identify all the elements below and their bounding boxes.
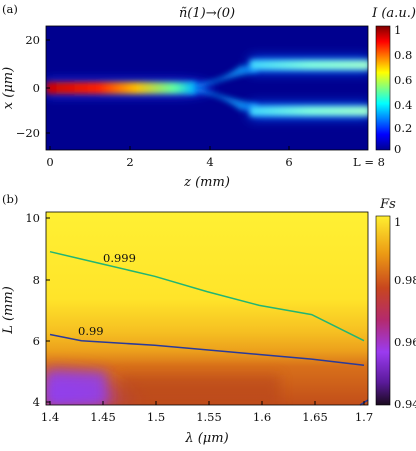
panel-b-heatmap <box>46 212 368 405</box>
a-colorbar-label: I (a.u.) <box>371 6 416 21</box>
a-xtick-4: 4 <box>206 155 213 169</box>
contour-label-099: 0.99 <box>78 324 104 338</box>
b-ytick-4: 4 <box>33 395 40 409</box>
a-xtick-0: 0 <box>46 155 53 169</box>
panel-a-title: ñ(1)→(0) <box>179 6 235 21</box>
b-xtick-140: 1.4 <box>41 410 59 424</box>
contour-line-0999 <box>49 250 365 342</box>
contour-label-0999: 0.999 <box>103 251 136 265</box>
b-ytick-8: 8 <box>33 273 40 287</box>
panel-a-x-axis: 0 2 4 6 L = 8 z (mm) <box>46 146 385 190</box>
a-cbar-tick-02: 0.2 <box>394 121 412 135</box>
b-ytick-10: 10 <box>25 211 40 225</box>
b-xtick-145: 1.45 <box>90 410 116 424</box>
b-xtick-155: 1.55 <box>196 410 222 424</box>
b-xtick-170: 1.7 <box>355 410 373 424</box>
panel-a-y-axis: 20 0 −20 x (μm) <box>1 33 50 140</box>
b-cbar-tick-1: 1 <box>394 215 401 229</box>
a-xtick-2: 2 <box>126 155 133 169</box>
panel-b-label: (b) <box>2 192 18 206</box>
a-ytick-20: 20 <box>25 33 40 47</box>
b-cbar-tick-098: 0.98 <box>394 273 416 287</box>
b-xtick-165: 1.65 <box>302 410 328 424</box>
a-ytick-0: 0 <box>33 81 40 95</box>
a-cbar-tick-0: 0 <box>394 142 401 156</box>
b-colorbar-label: Fs <box>379 197 396 212</box>
b-cbar-tick-094: 0.94 <box>394 397 416 411</box>
a-xlabel: z (mm) <box>183 175 230 190</box>
b-ylabel: L (mm) <box>1 286 16 335</box>
panel-b-x-axis: 1.4 1.45 1.5 1.55 1.6 1.65 1.7 λ (μm) <box>41 401 373 446</box>
b-ytick-6: 6 <box>33 334 40 348</box>
panel-b-colorbar: Fs 1 0.98 0.96 0.94 <box>375 197 416 411</box>
a-ytick-neg20: −20 <box>16 126 40 140</box>
panel-a-colorbar: I (a.u.) 1 0.8 0.6 0.4 0.2 0 <box>371 6 416 156</box>
b-xlabel: λ (μm) <box>184 431 228 446</box>
a-cbar-tick-08: 0.8 <box>394 48 412 62</box>
a-ylabel: x (μm) <box>1 67 16 109</box>
panel-b-y-axis: 10 8 6 4 L (mm) <box>1 211 50 409</box>
panel-b-frame <box>45 211 369 406</box>
panel-a-heatmap <box>46 26 368 150</box>
b-xtick-160: 1.6 <box>253 410 271 424</box>
a-xtick-6: 6 <box>285 155 292 169</box>
a-cbar-tick-04: 0.4 <box>394 98 412 112</box>
a-cbar-tick-06: 0.6 <box>394 73 412 87</box>
b-xtick-150: 1.5 <box>147 410 165 424</box>
a-cbar-tick-1: 1 <box>394 23 401 37</box>
b-cbar-tick-096: 0.96 <box>394 335 416 349</box>
contour-line-099 <box>49 333 365 366</box>
panel-a-label: (a) <box>2 2 18 16</box>
a-xtick-L8: L = 8 <box>353 155 385 169</box>
